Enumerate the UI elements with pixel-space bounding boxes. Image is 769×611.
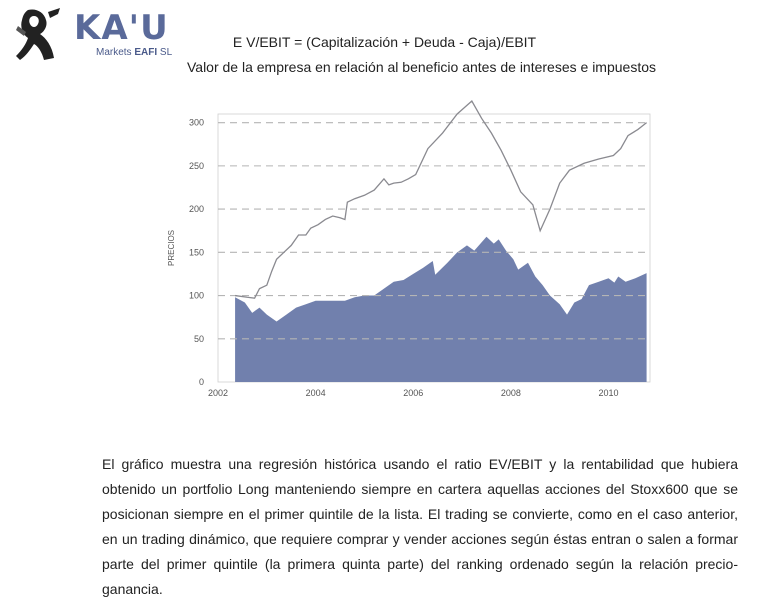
y-tick-label-200: 200 [189,204,204,214]
x-tick-label-2010: 2010 [598,388,618,398]
ev-ebit-chart: 0 50 100 150 200 250 300 2002 2004 2006 2008 2010 PR… [167,100,651,398]
formula-title: E V/EBIT = (Capitalización + Deuda - Caj… [232,34,537,50]
logo-sub-sl: SL [157,47,173,58]
logo-wordmark: KA'U [74,8,169,48]
logo-sub-eafi: EAFI [134,47,158,58]
x-tick-label-2004: 2004 [306,388,326,398]
y-axis-label: PRECIOS [167,230,176,266]
x-tick-label-2006: 2006 [403,388,423,398]
logo-subtitle: Markets EAFI SL [96,47,172,58]
y-tick-label-150: 150 [189,247,204,257]
x-tick-label-2002: 2002 [208,388,228,398]
line-series [234,100,647,299]
company-logo: KA'U Markets EAFI SL [14,6,179,64]
y-tick-label-0: 0 [199,377,204,387]
logo-sub-markets: Markets [96,47,135,58]
y-tick-label-300: 300 [189,118,204,128]
chart-subtitle: Valor de la empresa en relación al benef… [186,59,656,75]
x-tick-label-2008: 2008 [501,388,521,398]
y-tick-label-100: 100 [189,291,204,301]
y-tick-label-250: 250 [189,161,204,171]
description-paragraph: El gráfico muestra una regresión históri… [102,456,738,597]
area-series [235,236,647,382]
samurai-logo-icon [16,8,60,60]
y-tick-label-50: 50 [194,334,204,344]
